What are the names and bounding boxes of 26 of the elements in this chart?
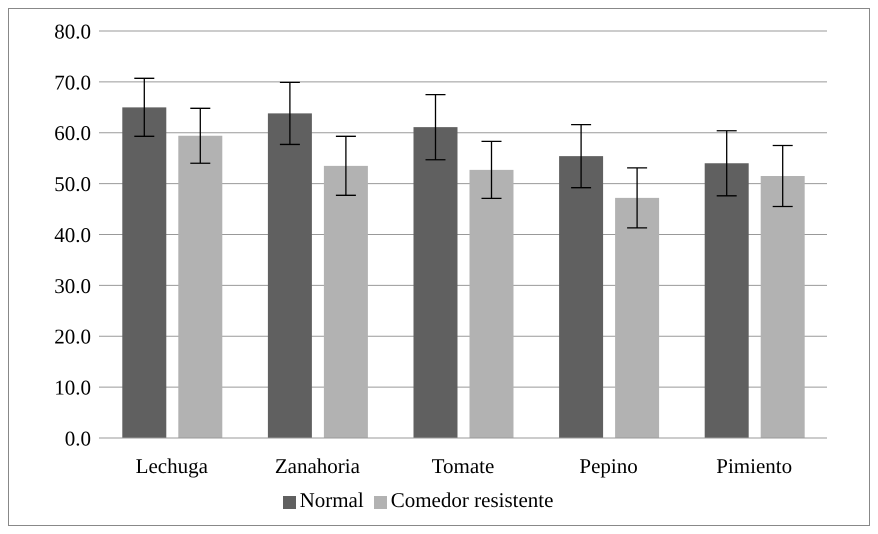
bar [122,107,166,438]
y-tick-label: 80.0 [54,19,91,44]
bar [704,163,749,438]
x-tick-label: Pepino [579,454,638,478]
y-tick-label: 20.0 [54,324,91,349]
bar [268,113,312,438]
bar [559,156,604,438]
legend-label: Comedor resistente [390,488,554,512]
bar [178,136,222,438]
bar [413,127,458,438]
x-tick-label: Pimiento [716,454,792,478]
legend-label: Normal [300,488,364,512]
y-tick-label: 10.0 [54,376,91,400]
x-tick-label: Tomate [432,454,494,478]
bar [760,176,805,438]
bar [469,170,514,438]
bar [324,166,368,438]
x-tick-label: Lechuga [136,454,209,478]
y-tick-label: 30.0 [54,274,91,298]
y-tick-label: 40.0 [54,222,91,247]
bar [615,198,660,438]
y-tick-label: 60.0 [54,121,91,146]
y-tick-label: 0.0 [64,426,91,450]
x-tick-label: Zanahoria [274,454,361,478]
y-tick-label: 50.0 [54,172,91,196]
y-tick-label: 70.0 [54,70,91,94]
